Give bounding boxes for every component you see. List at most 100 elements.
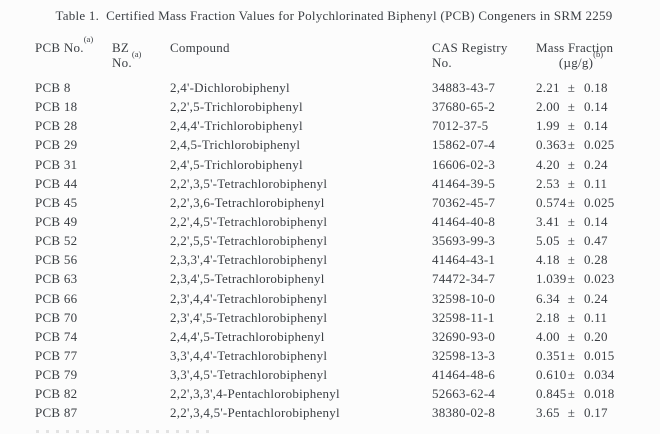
plus-minus-symbol: ± (567, 99, 576, 115)
cas-cell: 37680-65-2 (432, 99, 496, 115)
bz-no-cell (112, 212, 170, 231)
pcb-no-cell: PCB 77 (35, 347, 78, 363)
mass-value: 0.610 (536, 367, 567, 383)
column-header-compound: Compound (170, 40, 230, 55)
table-row: PCB 31 2,4',5-Trichlorobiphenyl 16606-02… (35, 155, 658, 174)
mass-fraction-cell: 0.845 ± 0.018 (536, 384, 658, 403)
table-row: PCB 70 2,3',4',5-Tetrachlorobiphenyl 325… (35, 308, 658, 327)
compound-cell: 2,3',4',5-Tetrachlorobiphenyl (170, 309, 328, 325)
column-header-mass-fraction: Mass Fraction (µg/g)(b) (536, 40, 658, 70)
mass-value: 0.351 (536, 347, 567, 363)
mass-fraction-header-line1: Mass Fraction (536, 40, 614, 55)
compound-cell: 2,2',5-Trichlorobiphenyl (170, 99, 303, 115)
column-header-pcb-no: PCB No.(a) (35, 35, 112, 70)
bz-no-cell (112, 384, 170, 403)
mass-fraction-cell: 1.039 ± 0.023 (536, 269, 658, 288)
plus-minus-symbol: ± (567, 252, 576, 268)
cas-cell: 52663-62-4 (432, 386, 496, 402)
mass-fraction-cell: 2.53 ± 0.11 (536, 174, 658, 193)
mass-value: 6.34 (536, 290, 560, 306)
mass-value: 0.574 (536, 194, 567, 210)
pcb-no-cell: PCB 74 (35, 328, 78, 344)
plus-minus-symbol: ± (567, 347, 576, 363)
mass-fraction-cell: 2.21 ± 0.18 (536, 78, 658, 97)
cas-cell: 41464-43-1 (432, 252, 496, 268)
compound-cell: 2,2',3,3',4-Pentachlorobiphenyl (170, 386, 340, 402)
compound-cell: 2,2',3,5'-Tetrachlorobiphenyl (170, 175, 328, 191)
mass-fraction-cell: 0.610 ± 0.034 (536, 365, 658, 384)
mass-uncertainty: 0.28 (584, 252, 608, 268)
plus-minus-symbol: ± (567, 118, 576, 134)
table-row: PCB 56 2,3,3',4'-Tetrachlorobiphenyl 414… (35, 250, 658, 269)
bz-header-line2: No.(a) (112, 48, 142, 70)
pcb-no-cell: PCB 66 (35, 290, 78, 306)
bz-no-cell (112, 174, 170, 193)
table-row: PCB 29 2,4,5-Trichlorobiphenyl 15862-07-… (35, 135, 658, 154)
mass-value: 1.99 (536, 118, 560, 134)
pcb-no-cell: PCB 28 (35, 118, 78, 134)
mass-fraction-cell: 3.65 ± 0.17 (536, 403, 658, 422)
mass-fraction-cell: 2.00 ± 0.14 (536, 97, 658, 116)
mass-fraction-cell: 3.41 ± 0.14 (536, 212, 658, 231)
mass-value: 0.845 (536, 386, 567, 402)
compound-cell: 2,3,3',4'-Tetrachlorobiphenyl (170, 252, 328, 268)
mass-value: 4.00 (536, 328, 560, 344)
mass-value: 2.53 (536, 175, 560, 191)
cas-cell: 32598-13-3 (432, 347, 496, 363)
table-row: PCB 28 2,4,4'-Trichlorobiphenyl 7012-37-… (35, 116, 658, 135)
compound-cell: 3,3',4,5'-Tetrachlorobiphenyl (170, 367, 328, 383)
pcb-no-cell: PCB 31 (35, 156, 78, 172)
compound-cell: 2,2',3,4,5'-Pentachlorobiphenyl (170, 405, 340, 421)
footnote-marker-a: (a) (83, 34, 94, 45)
mass-value: 3.41 (536, 213, 560, 229)
table-body: PCB 8 2,4'-Dichlorobiphenyl 34883-43-7 2… (35, 78, 658, 423)
mass-uncertainty: 0.24 (584, 156, 608, 172)
mass-uncertainty: 0.14 (584, 213, 608, 229)
mass-uncertainty: 0.034 (584, 367, 615, 383)
compound-cell: 2,4,5-Trichlorobiphenyl (170, 137, 301, 153)
table-row: PCB 45 2,2',3,6-Tetrachlorobiphenyl 7036… (35, 193, 658, 212)
cas-cell: 32690-93-0 (432, 328, 496, 344)
mass-fraction-cell: 0.574 ± 0.025 (536, 193, 658, 212)
bz-no-cell (112, 97, 170, 116)
plus-minus-symbol: ± (567, 80, 576, 95)
compound-cell: 3,3',4,4'-Tetrachlorobiphenyl (170, 347, 328, 363)
mass-value: 4.20 (536, 156, 560, 172)
pcb-no-cell: PCB 63 (35, 271, 78, 287)
table-header: PCB No.(a) BZ No.(a) Compound CAS Regist… (35, 35, 658, 70)
bz-no-cell (112, 269, 170, 288)
plus-minus-symbol: ± (567, 137, 576, 153)
bz-no-cell (112, 327, 170, 346)
compound-cell: 2,4'-Dichlorobiphenyl (170, 80, 290, 95)
plus-minus-symbol: ± (567, 194, 576, 210)
bz-no-cell (112, 308, 170, 327)
pcb-no-cell: PCB 56 (35, 252, 78, 268)
bz-no-cell (112, 403, 170, 422)
mass-fraction-cell: 5.05 ± 0.47 (536, 231, 658, 250)
bz-no-cell (112, 155, 170, 174)
cas-cell: 35693-99-3 (432, 233, 496, 249)
mass-uncertainty: 0.17 (584, 405, 608, 421)
mass-value: 2.00 (536, 99, 560, 115)
cas-cell: 32598-10-0 (432, 290, 496, 306)
table-row: PCB 63 2,3,4',5-Tetrachlorobiphenyl 7447… (35, 269, 658, 288)
mass-value: 1.039 (536, 271, 567, 287)
bz-no-cell (112, 116, 170, 135)
compound-cell: 2,3,4',5-Tetrachlorobiphenyl (170, 271, 325, 287)
table-row: PCB 74 2,4,4',5-Tetrachlorobiphenyl 3269… (35, 327, 658, 346)
table-row: PCB 79 3,3',4,5'-Tetrachlorobiphenyl 414… (35, 365, 658, 384)
table-row: PCB 82 2,2',3,3',4-Pentachlorobiphenyl 5… (35, 384, 658, 403)
pcb-no-cell: PCB 18 (35, 99, 78, 115)
mass-fraction-cell: 6.34 ± 0.24 (536, 289, 658, 308)
compound-cell: 2,2',3,6-Tetrachlorobiphenyl (170, 194, 325, 210)
cas-cell: 16606-02-3 (432, 156, 496, 172)
bz-no-cell (112, 193, 170, 212)
table-row: PCB 8 2,4'-Dichlorobiphenyl 34883-43-7 2… (35, 78, 658, 97)
pcb-no-cell: PCB 45 (35, 194, 78, 210)
pcb-no-cell: PCB 44 (35, 175, 78, 191)
compound-cell: 2,4,4'-Trichlorobiphenyl (170, 118, 303, 134)
footnote-marker-b: (b) (593, 48, 604, 59)
plus-minus-symbol: ± (567, 233, 576, 249)
table-row: PCB 66 2,3',4,4'-Tetrachlorobiphenyl 325… (35, 289, 658, 308)
